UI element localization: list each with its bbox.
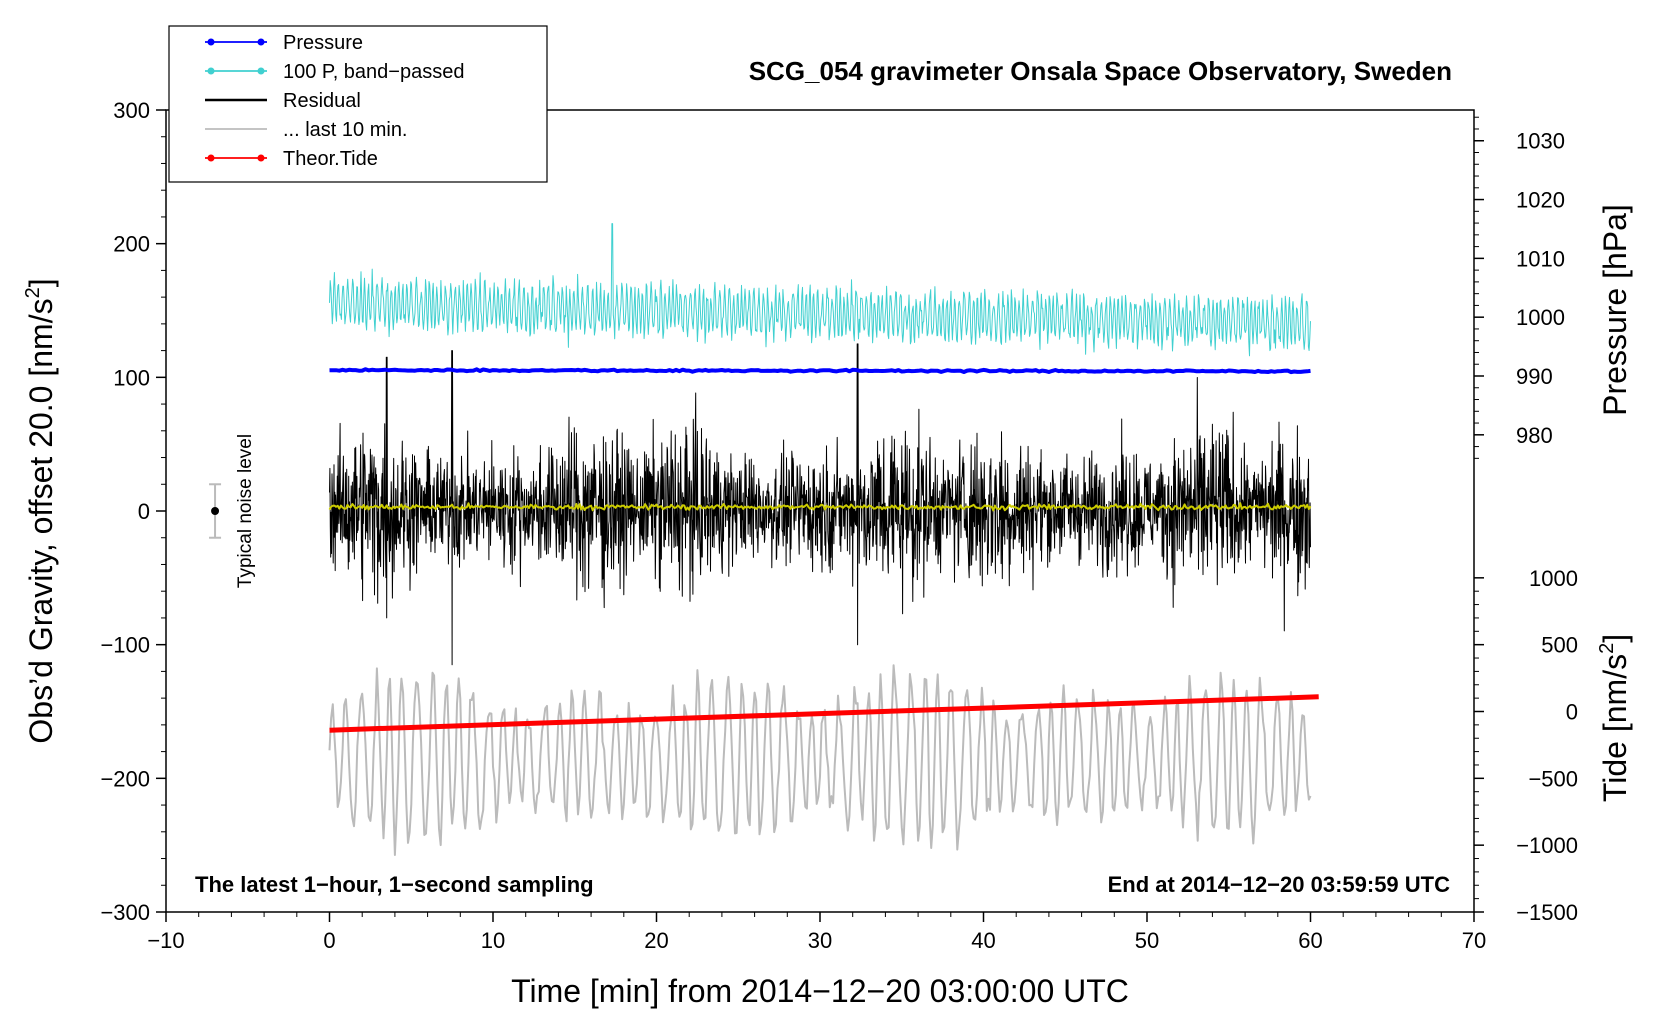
noise-point	[211, 507, 220, 515]
axis-ticks: −10 0 10 20 30 40 50 60 70−300−200−1000100200300…	[100, 98, 1578, 953]
pressure-tick-label: 1010	[1516, 246, 1565, 271]
legend-marker	[257, 38, 265, 46]
pressure-tick-label: 1020	[1516, 188, 1565, 213]
y-tick-label: −200	[100, 766, 150, 791]
tide-tick-label: −1500	[1516, 900, 1578, 925]
end-time-note: End at 2014−12−20 03:59:59 UTC	[1108, 872, 1451, 897]
x-tick-label: 30	[808, 928, 832, 953]
theor-tide-series	[329, 694, 1319, 733]
y-axis-title: Obs’d Gravity, offset 20.0 [nm/s2]	[22, 278, 59, 743]
legend-box	[168, 25, 548, 183]
x-tick-label: 50	[1135, 928, 1159, 953]
pressure-series	[329, 367, 1311, 375]
last-10-min-series	[328, 664, 1312, 856]
noise-label: Typical noise level	[235, 434, 256, 588]
legend-marker	[257, 67, 265, 75]
legend-label: 100 P, band−passed	[283, 61, 464, 83]
legend-marker	[207, 67, 215, 75]
y-tick-label: 0	[138, 499, 150, 524]
y-tick-label: −300	[100, 900, 150, 925]
noise-level-indicator: Typical noise level	[209, 434, 256, 588]
sampling-note: The latest 1−hour, 1−second sampling	[195, 872, 594, 897]
pressure-tick-label: 1030	[1516, 129, 1565, 154]
legend-label: ... last 10 min.	[283, 119, 408, 141]
chart-title: SCG_054 gravimeter Onsala Space Observat…	[749, 56, 1452, 86]
residual-series	[329, 343, 1311, 666]
tide-tick-label: 0	[1566, 700, 1578, 725]
legend-marker	[207, 154, 215, 162]
band-passed-pressure-series	[329, 223, 1311, 357]
x-tick-label: 60	[1298, 928, 1322, 953]
plot-content	[328, 223, 1319, 856]
x-tick-label: −10	[147, 928, 184, 953]
legend-label: Pressure	[283, 32, 363, 54]
y-tick-label: 300	[113, 98, 150, 123]
y-tick-label: −100	[100, 633, 150, 658]
y-tick-label: 100	[113, 365, 150, 390]
legend: Pressure 100 P, band−passed Residual ... la…	[168, 25, 548, 183]
legend-marker	[207, 38, 215, 46]
x-tick-label: 40	[971, 928, 995, 953]
legend-label: Residual	[283, 90, 361, 112]
x-axis-title: Time [min] from 2014−12−20 03:00:00 UTC	[511, 973, 1129, 1009]
y-tick-label: 200	[113, 232, 150, 257]
tide-tick-label: −1000	[1516, 833, 1578, 858]
pressure-tick-label: 1000	[1516, 305, 1565, 330]
pressure-tick-label: 990	[1516, 364, 1553, 389]
residual-smoothed-series	[328, 502, 1312, 512]
legend-label: Theor.Tide	[283, 148, 378, 170]
x-tick-label: 10	[481, 928, 505, 953]
tide-tick-label: 1000	[1529, 566, 1578, 591]
tide-tick-label: 500	[1541, 633, 1578, 658]
pressure-tick-label: 980	[1516, 423, 1553, 448]
tide-axis-title: Tide [nm/s2]	[1596, 634, 1633, 802]
pressure-axis-title: Pressure [hPa]	[1597, 204, 1633, 416]
x-tick-label: 0	[323, 928, 335, 953]
tide-tick-label: −500	[1528, 766, 1578, 791]
x-tick-label: 20	[644, 928, 668, 953]
x-tick-label: 70	[1462, 928, 1486, 953]
legend-marker	[257, 154, 265, 162]
